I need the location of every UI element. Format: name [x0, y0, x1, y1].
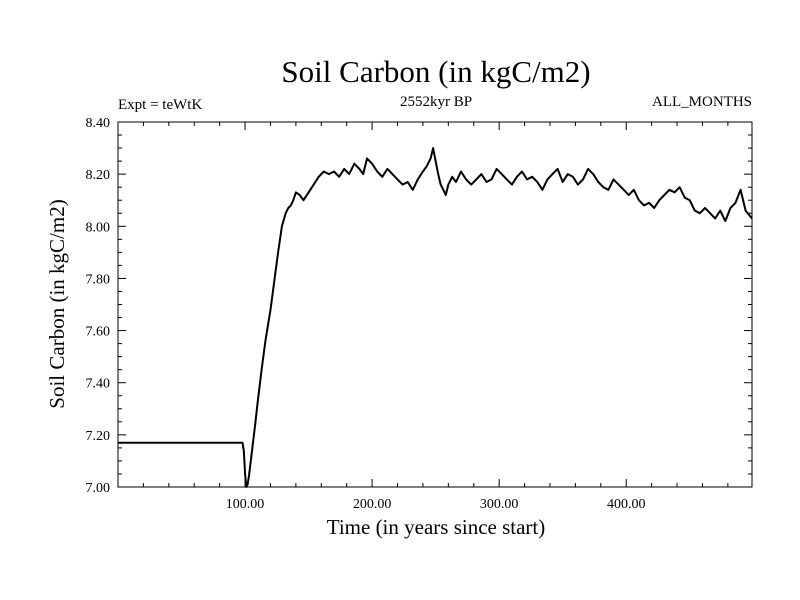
y-tick-label: 7.60	[86, 325, 111, 340]
y-axis-tick-labels: 7.00 7.20 7.40 7.60 7.80 8.00 8.20 8.40	[86, 116, 111, 496]
y-tick-label: 8.20	[86, 168, 111, 183]
y-tick-label: 8.40	[86, 116, 111, 131]
series-line-soil-carbon	[118, 147, 753, 488]
y-axis-label: Soil Carbon (in kgC/m2)	[45, 199, 69, 408]
x-tick-label: 400.00	[607, 497, 646, 512]
months-label: ALL_MONTHS	[652, 94, 752, 110]
y-tick-label: 7.40	[86, 377, 111, 392]
x-axis-ticks	[142, 122, 729, 487]
chart-title: Soil Carbon (in kgC/m2)	[281, 54, 590, 89]
y-tick-label: 7.00	[86, 481, 111, 496]
y-tick-label: 7.80	[86, 272, 111, 287]
y-tick-label: 8.00	[86, 220, 111, 235]
x-axis-tick-labels: 100.00 200.00 300.00 400.00	[226, 497, 646, 512]
plot-area: 100.00 200.00 300.00 400.00 7.00 7.20 7.40 7.6…	[86, 116, 753, 512]
experiment-label: Expt = teWtK	[118, 97, 202, 113]
x-tick-label: 100.00	[226, 497, 265, 512]
series-layer	[118, 147, 753, 488]
plot-frame	[117, 121, 753, 488]
y-tick-label: 7.20	[86, 429, 111, 444]
x-axis-label: Time (in years since start)	[327, 515, 546, 539]
period-label: 2552kyr BP	[400, 94, 472, 110]
y-axis-ticks	[118, 134, 752, 475]
x-tick-label: 300.00	[480, 497, 519, 512]
x-tick-label: 200.00	[353, 497, 392, 512]
